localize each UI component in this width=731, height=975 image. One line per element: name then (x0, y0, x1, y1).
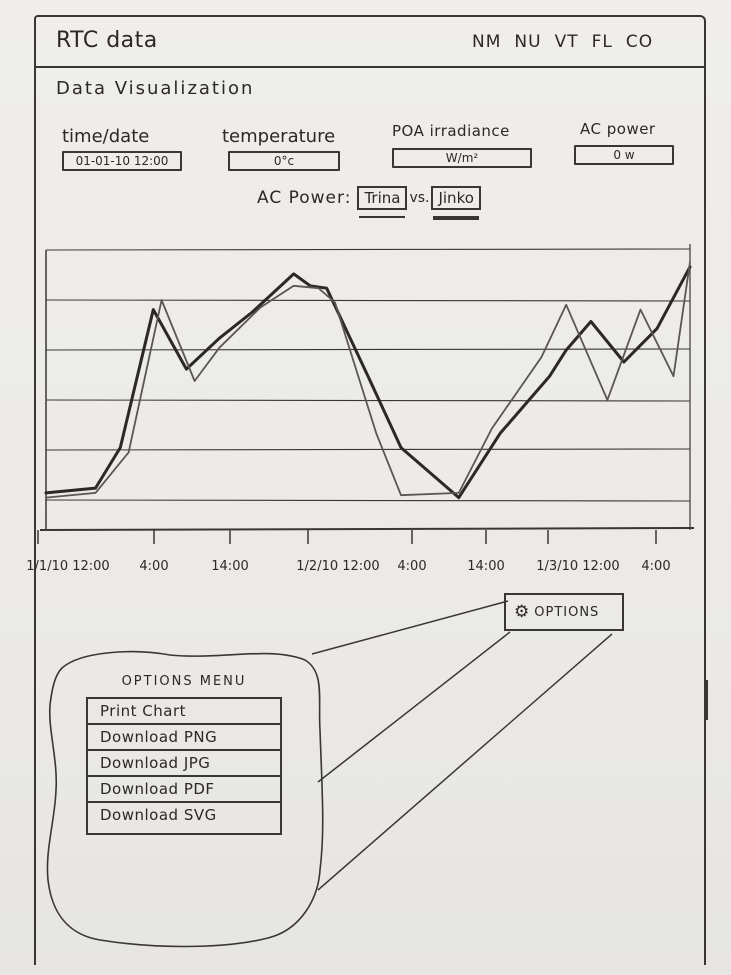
options-menu: OPTIONS MENU Print Chart Download PNG Do… (86, 674, 282, 835)
app-title[interactable]: RTC data (56, 28, 158, 53)
chart-x-tick-label: 1/3/10 12:00 (536, 559, 619, 574)
chart-x-tick-label: 4:00 (139, 559, 168, 574)
gear-icon: ⚙ (514, 601, 531, 622)
chart-gridline (45, 499, 691, 502)
ac-power-field: AC power 0 w (574, 120, 674, 165)
menu-item-download-pdf[interactable]: Download PDF (88, 777, 280, 803)
menu-item-download-svg[interactable]: Download SVG (100, 806, 217, 824)
chart-grid (45, 244, 691, 530)
page-title: Data Visualization (56, 78, 255, 99)
callout-bubble (46, 650, 324, 948)
chart-x-tick-label: 1/1/10 12:00 (26, 559, 109, 574)
region-nav: NM NU VT FL CO (472, 32, 653, 52)
chart-x-axis: 1/1/10 12:00 4:00 14:00 1/2/10 12:00 4:00 14:… (26, 527, 695, 574)
poa-irradiance-label: POA irradiance (392, 122, 510, 140)
chart-gridline (45, 448, 691, 451)
chart-series-line (44, 265, 692, 500)
nav-item-fl[interactable]: FL (591, 32, 613, 52)
trina-underline (359, 216, 406, 218)
nav-item-co[interactable]: CO (625, 32, 654, 52)
options-menu-title: OPTIONS MENU (121, 674, 247, 689)
menu-item-download-jpg[interactable]: Download JPG (88, 751, 280, 777)
time-date-field: time/date 01-01-10 12:00 (62, 126, 182, 171)
callout-line-top (311, 600, 509, 655)
nav-item-nm[interactable]: NM (472, 32, 502, 52)
comparison-label: AC Power: (257, 188, 352, 208)
app-window (34, 15, 706, 965)
nav-item-vt[interactable]: VT (554, 32, 579, 52)
chart-gridline (45, 399, 691, 402)
callout-line-mid (317, 631, 511, 783)
chart-x-tick-label: 4:00 (641, 559, 670, 574)
header-divider (36, 66, 706, 68)
options-button[interactable]: ⚙ OPTIONS (504, 593, 624, 631)
chart-gridline (45, 299, 691, 302)
ac-power-label: AC power (580, 120, 656, 138)
jinko-underline (433, 216, 479, 220)
ac-power-chart: 1/1/10 12:00 4:00 14:00 1/2/10 12:00 4:00 14:… (26, 244, 695, 574)
options-button-label: OPTIONS (534, 604, 600, 620)
temperature-label: temperature (222, 126, 336, 147)
window-edge (706, 680, 708, 720)
time-date-value[interactable]: 01-01-10 12:00 (62, 151, 182, 171)
time-date-label: time/date (62, 126, 150, 147)
options-menu-list: Print Chart Download PNG Download JPG Do… (86, 697, 282, 835)
chart-lines (44, 261, 692, 500)
panel-comparison: AC Power: Trina vs. Jinko (257, 186, 481, 220)
temperature-value[interactable]: 0°c (228, 151, 340, 171)
poa-irradiance-field: POA irradiance W/m² (392, 122, 532, 168)
chart-series-line (45, 261, 691, 499)
panel-jinko-label: Jinko (438, 189, 474, 207)
temperature-field: temperature 0°c (222, 126, 340, 171)
panel-trina-label: Trina (364, 189, 401, 207)
chart-x-tick-label: 1/2/10 12:00 (296, 559, 379, 574)
callout-line-bottom (317, 633, 613, 891)
chart-gridline (45, 248, 691, 251)
chart-gridline (45, 348, 691, 351)
nav-item-nu[interactable]: NU (514, 32, 542, 52)
vs-label: vs. (409, 190, 430, 206)
chart-x-tick-label: 4:00 (397, 559, 426, 574)
poa-irradiance-value[interactable]: W/m² (392, 148, 532, 168)
ac-power-value[interactable]: 0 w (574, 145, 674, 165)
chart-x-tick-label: 14:00 (211, 559, 248, 574)
chart-x-axis-line (39, 527, 695, 531)
menu-item-print-chart[interactable]: Print Chart (88, 699, 280, 725)
panel-select-trina[interactable]: Trina (357, 186, 408, 218)
menu-item-download-png[interactable]: Download PNG (88, 725, 280, 751)
panel-select-jinko[interactable]: Jinko (431, 186, 481, 220)
chart-x-tick-label: 14:00 (467, 559, 504, 574)
